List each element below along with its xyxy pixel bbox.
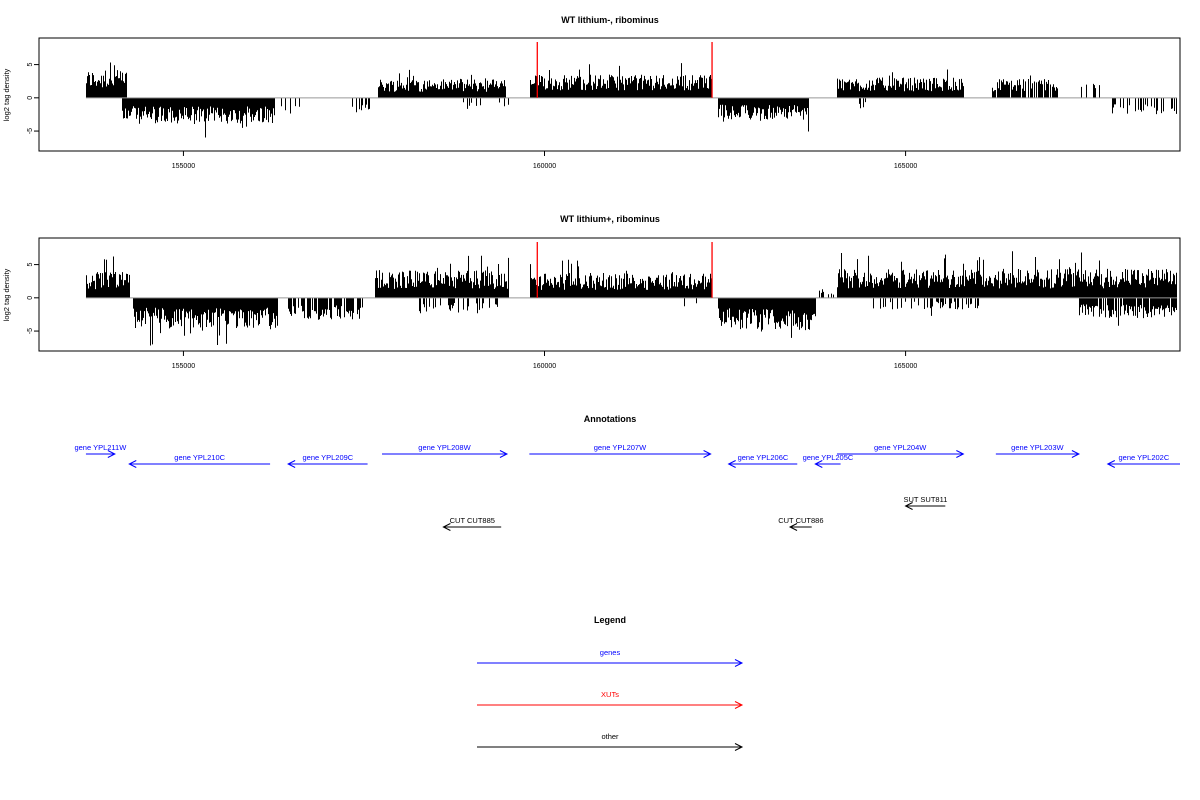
y-axis: -5 0 5: [27, 263, 39, 334]
legend: Legend genes XUTs other: [477, 615, 744, 751]
x-tick-label: 165000: [894, 363, 917, 370]
annotation-arrow-head: [1071, 450, 1081, 458]
annotation-features: gene YPL211W gene YPL210C gene YPL209C gene…: [74, 443, 1180, 531]
annotation-arrow-head: [287, 460, 296, 468]
annotation-arrow: [382, 450, 509, 458]
coverage-panel-lithium-minus: WT lithium-, ribominus log2 tag density …: [2, 15, 1181, 170]
panel-title: WT lithium-, ribominus: [561, 15, 659, 25]
legend-arrow: [477, 701, 744, 709]
annotation-label: gene YPL203W: [1011, 443, 1064, 452]
plot-frame: [38, 237, 1181, 352]
legend-arrow: [477, 743, 744, 751]
coverage-bar-path: [86, 62, 1177, 138]
annotation-label: gene YPL211W: [74, 443, 127, 452]
legend-arrow: [477, 659, 744, 667]
x-tick-label: 160000: [533, 363, 556, 370]
annotation-arrow-head: [703, 450, 712, 458]
legend-label: genes: [600, 648, 621, 657]
annotations-title: Annotations: [584, 414, 637, 424]
annotation-arrow-head: [904, 502, 913, 510]
plot-frame: [38, 37, 1181, 152]
annotation-arrow: [128, 460, 271, 468]
annotation-label: CUT CUT885: [450, 516, 495, 525]
annotation-label: gene YPL205C: [803, 453, 854, 462]
x-axis: 155000 160000 165000: [172, 151, 917, 170]
annotation-arrow: [904, 502, 946, 510]
annotation-arrow: [85, 450, 116, 458]
annotation-label: gene YPL202C: [1119, 453, 1170, 462]
legend-items: genes XUTs other: [477, 648, 744, 751]
annotation-label: CUT CUT886: [778, 516, 823, 525]
annotation-label: gene YPL209C: [302, 453, 353, 462]
annotation-arrow: [529, 450, 712, 458]
annotation-arrow: [1106, 460, 1180, 468]
panel-title: WT lithium+, ribominus: [560, 214, 660, 224]
annotation-label: gene YPL208W: [418, 443, 471, 452]
annotation-arrow-head: [499, 450, 509, 458]
annotation-arrow-head: [956, 450, 965, 458]
legend-title: Legend: [594, 615, 626, 625]
y-axis: -5 0 5: [27, 63, 39, 134]
annotation-arrow-head: [788, 523, 798, 531]
annotation-arrow: [814, 460, 841, 468]
coverage-panel-lithium-plus: WT lithium+, ribominus log2 tag density …: [2, 214, 1181, 370]
legend-arrow-head: [734, 659, 744, 667]
annotation-label: gene YPL204W: [874, 443, 927, 452]
annotation-label: gene YPL210C: [174, 453, 225, 462]
annotation-arrow-head: [814, 460, 823, 468]
highlight-markers: [536, 42, 713, 98]
annotation-label: gene YPL207W: [594, 443, 647, 452]
annotation-arrow: [727, 460, 798, 468]
coverage-bars: [86, 251, 1177, 346]
x-tick-label: 165000: [894, 163, 917, 170]
annotation-label: SUT SUT811: [903, 495, 947, 504]
legend-arrow-head: [734, 701, 744, 709]
x-axis: 155000 160000 165000: [172, 351, 917, 370]
annotation-arrow-head: [442, 523, 451, 531]
annotation-arrow: [788, 523, 812, 531]
annotation-arrow-head: [107, 450, 116, 458]
y-tick-label: 5: [27, 263, 34, 267]
annotation-arrow-head: [1106, 460, 1116, 468]
annotation-arrow-head: [128, 460, 137, 468]
y-axis-label: log2 tag density: [2, 68, 11, 121]
legend-label: other: [601, 732, 619, 741]
annotation-arrow: [995, 450, 1081, 458]
annotation-arrow-head: [727, 460, 736, 468]
y-tick-label: 0: [27, 296, 34, 300]
highlight-markers: [536, 242, 713, 298]
coverage-bars: [86, 62, 1177, 138]
y-tick-label: -5: [27, 328, 34, 334]
y-tick-label: -5: [27, 128, 34, 134]
x-tick-label: 155000: [172, 163, 195, 170]
coverage-bar-path: [86, 251, 1177, 346]
y-tick-label: 5: [27, 63, 34, 67]
legend-label: XUTs: [601, 690, 619, 699]
annotation-label: gene YPL206C: [738, 453, 789, 462]
y-tick-label: 0: [27, 96, 34, 100]
x-tick-label: 155000: [172, 363, 195, 370]
annotation-arrow: [442, 523, 502, 531]
x-tick-label: 160000: [533, 163, 556, 170]
annotation-arrow: [836, 450, 965, 458]
legend-arrow-head: [734, 743, 744, 751]
y-axis-label: log2 tag density: [2, 268, 11, 321]
annotation-arrow: [287, 460, 368, 468]
